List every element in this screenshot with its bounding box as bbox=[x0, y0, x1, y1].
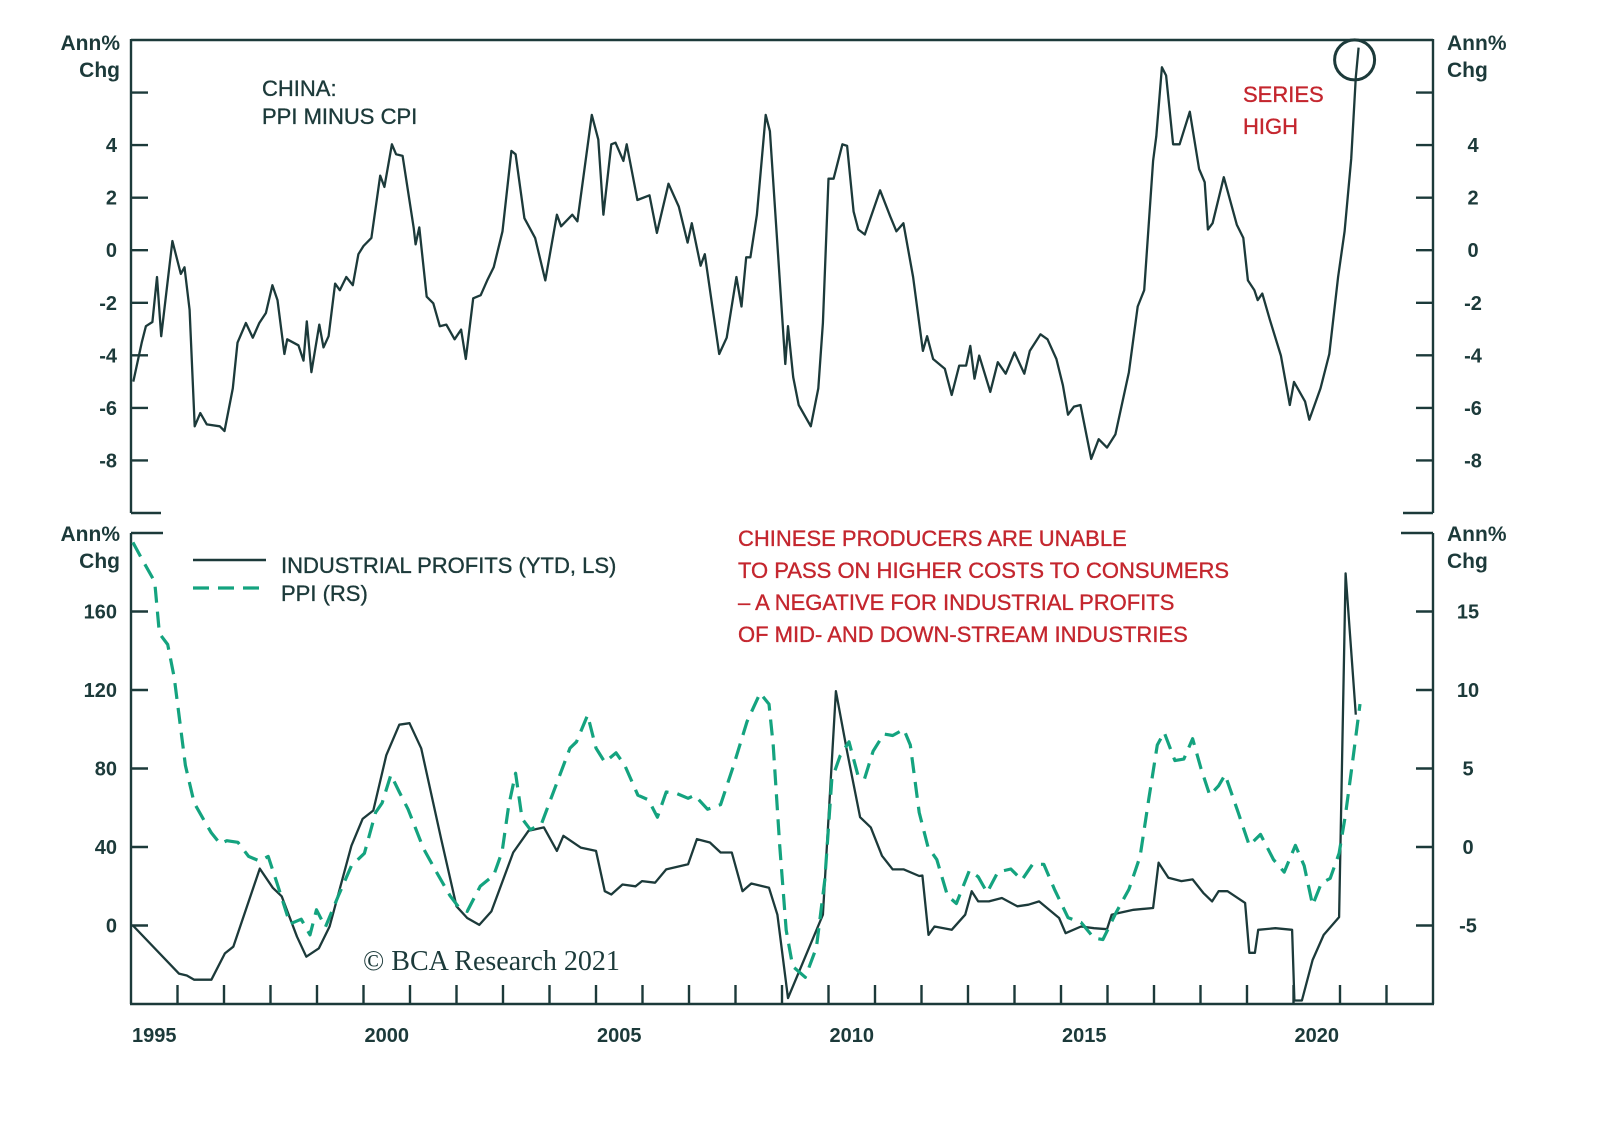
bottom-left-unit-line2: Chg bbox=[79, 550, 120, 573]
bottom-left-ytick-label: 120 bbox=[84, 680, 117, 702]
top-right-unit-line2: Chg bbox=[1447, 59, 1488, 82]
x-axis-tick-label: 2010 bbox=[830, 1025, 875, 1047]
x-axis-tick-label: 2005 bbox=[597, 1025, 642, 1047]
annotation-line-2: TO PASS ON HIGHER COSTS TO CONSUMERS bbox=[738, 558, 1229, 583]
bottom-right-unit-line2: Chg bbox=[1447, 550, 1488, 573]
top-left-ytick-label: 4 bbox=[106, 135, 118, 157]
top-panel-ppi-minus-cpi: Ann% Chg Ann% Chg CHINA: PPI MINUS CPI S… bbox=[61, 32, 1507, 515]
x-axis-tick-label: 2000 bbox=[365, 1025, 410, 1047]
top-left-ytick-label: -8 bbox=[99, 450, 117, 472]
top-right-ytick-label: 2 bbox=[1467, 188, 1478, 210]
bca-research-watermark: © BCA Research 2021 bbox=[363, 946, 620, 977]
legend-label-industrial-profits: INDUSTRIAL PROFITS (YTD, LS) bbox=[281, 553, 616, 578]
top-left-unit-line1: Ann% bbox=[61, 32, 121, 55]
top-title-line2: PPI MINUS CPI bbox=[262, 104, 417, 129]
series-high-circle-marker bbox=[1333, 38, 1377, 82]
bottom-panel-profits-vs-ppi: Ann% Chg Ann% Chg INDUSTRIAL PROFITS (YT… bbox=[61, 523, 1507, 1047]
top-left-ytick-label: -4 bbox=[99, 345, 118, 367]
top-right-ytick-label: -8 bbox=[1464, 450, 1482, 472]
bottom-right-ytick-label: 0 bbox=[1462, 837, 1473, 859]
annotation-line-1: CHINESE PRODUCERS ARE UNABLE bbox=[738, 526, 1127, 551]
top-left-ytick-label: -2 bbox=[99, 293, 117, 315]
top-right-ytick-label: -2 bbox=[1464, 293, 1482, 315]
annotation-line-4: OF MID- AND DOWN-STREAM INDUSTRIES bbox=[738, 622, 1188, 647]
top-left-ytick-label: -6 bbox=[99, 398, 117, 420]
bottom-right-ytick-label: 10 bbox=[1457, 680, 1479, 702]
ppi-minus-cpi-line bbox=[132, 47, 1360, 461]
bottom-left-ytick-label: 0 bbox=[106, 916, 117, 938]
x-axis-tick-label: 2015 bbox=[1062, 1025, 1107, 1047]
legend-label-ppi: PPI (RS) bbox=[281, 581, 368, 606]
top-left-unit-line2: Chg bbox=[79, 59, 120, 82]
top-right-ytick-label: 0 bbox=[1467, 240, 1478, 262]
top-right-ytick-label: -6 bbox=[1464, 398, 1482, 420]
top-right-ytick-label: -4 bbox=[1464, 345, 1483, 367]
annotation-line-3: – A NEGATIVE FOR INDUSTRIAL PROFITS bbox=[738, 590, 1174, 615]
industrial-profits-line bbox=[132, 572, 1357, 1002]
bottom-left-ytick-label: 160 bbox=[84, 602, 117, 624]
bottom-left-ytick-label: 80 bbox=[95, 759, 117, 781]
bottom-right-ytick-label: 15 bbox=[1457, 602, 1479, 624]
top-right-ytick-label: 4 bbox=[1467, 135, 1479, 157]
bottom-left-ytick-label: 40 bbox=[95, 837, 117, 859]
bottom-right-ytick-label: -5 bbox=[1459, 916, 1477, 938]
ppi-dashed-line bbox=[131, 541, 1362, 979]
x-axis-tick-label: 2020 bbox=[1295, 1025, 1340, 1047]
x-axis-tick-label: 1995 bbox=[132, 1025, 177, 1047]
top-left-ytick-label: 0 bbox=[106, 240, 117, 262]
series-high-annotation-line2: HIGH bbox=[1243, 114, 1298, 139]
top-left-ytick-label: 2 bbox=[106, 188, 117, 210]
bottom-right-ytick-label: 5 bbox=[1462, 759, 1473, 781]
bottom-left-unit-line1: Ann% bbox=[61, 523, 121, 546]
bottom-right-unit-line1: Ann% bbox=[1447, 523, 1507, 546]
series-high-annotation-line1: SERIES bbox=[1243, 82, 1324, 107]
top-title-line1: CHINA: bbox=[262, 76, 337, 101]
top-right-unit-line1: Ann% bbox=[1447, 32, 1507, 55]
